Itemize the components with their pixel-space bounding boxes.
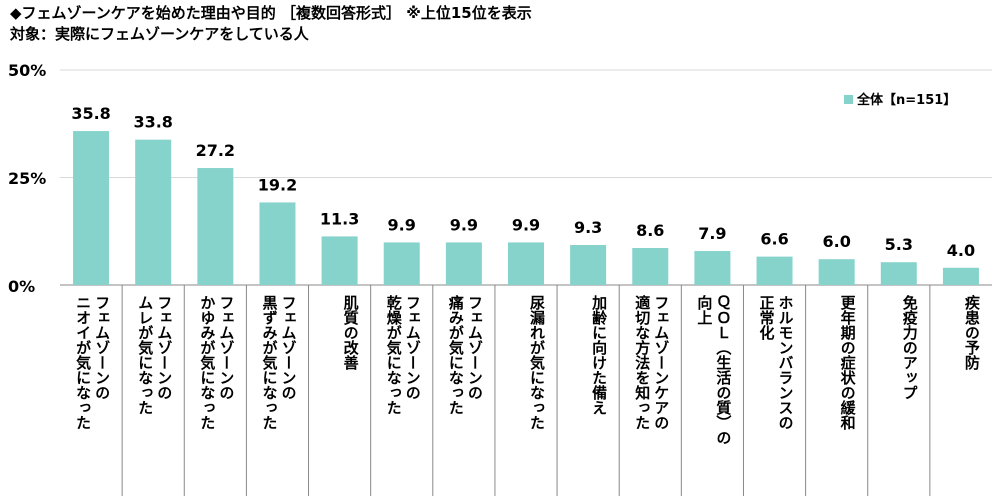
y-tick-label: 50% [8, 61, 46, 80]
value-label: 9.3 [574, 218, 602, 237]
bar [197, 168, 234, 285]
category-label: ＱＯＬ（生活の質）の 向上 [695, 295, 733, 445]
category-label: フェムゾーンの ニオイが気になった [74, 295, 112, 430]
value-labels: 35.8 33.8 27.2 19.2 11.3 9.9 9.9 9.9 9.3 8.6 7.9 6.… [71, 104, 975, 260]
bars [73, 131, 979, 285]
category-label: 免疫力のアップ [900, 295, 919, 400]
chart-title: ◆フェムゾーンケアを始めた理由や目的 ［複数回答形式］ ※上位15位を表示 [10, 4, 532, 22]
value-label: 9.9 [450, 215, 478, 234]
bar [508, 242, 544, 285]
bar [942, 267, 979, 285]
bar [880, 262, 917, 285]
chart-subtitle: 対象：実際にフェムゾーンケアをしている人 [10, 25, 309, 43]
category-separators [121, 285, 931, 496]
bar [632, 248, 669, 285]
category-label: 加齢に向けた備え [590, 295, 609, 415]
bar [445, 242, 482, 285]
category-label: フェムゾーンの 乾燥が気になった [384, 295, 422, 415]
legend-swatch [844, 95, 853, 104]
bar [73, 131, 110, 285]
bar [321, 236, 358, 285]
legend: 全体【n=151】 [844, 92, 956, 108]
value-label: 8.6 [636, 221, 664, 240]
category-label: 更年期の症状の緩和 [838, 295, 857, 430]
value-label: 27.2 [196, 141, 235, 160]
y-axis-ticks: 50% 25% 0% [8, 61, 46, 296]
category-label: フェムゾーンの ムレが気になった [136, 295, 174, 415]
value-label: 4.0 [947, 241, 975, 260]
value-label: 35.8 [71, 104, 110, 123]
value-label: 9.9 [388, 215, 416, 234]
category-label: ホルモンバランスの 正常化 [757, 295, 795, 430]
category-label: フェムゾーンケアの 適切な方法を知った [633, 295, 671, 430]
category-label: フェムゾーンの かゆみが気になった [198, 295, 236, 430]
value-label: 33.8 [133, 113, 172, 132]
bar [818, 259, 855, 285]
category-label: 尿漏れが気になった [528, 295, 546, 430]
bar [259, 202, 296, 285]
bar [383, 242, 420, 285]
value-label: 6.6 [760, 230, 788, 249]
bar [756, 256, 793, 285]
value-label: 7.9 [698, 224, 726, 243]
bar [570, 245, 607, 285]
value-label: 19.2 [258, 175, 297, 194]
legend-label: 全体【n=151】 [856, 92, 956, 108]
y-tick-label: 0% [8, 277, 35, 296]
category-label: フェムゾーンの 黒ずみが気になった [260, 295, 298, 430]
bar [135, 139, 172, 285]
category-label: フェムゾーンの 痛みが気になった [446, 295, 484, 415]
value-label: 5.3 [885, 235, 913, 254]
value-label: 9.9 [512, 215, 540, 234]
value-label: 11.3 [320, 209, 359, 228]
bar [694, 251, 731, 285]
y-tick-label: 25% [8, 169, 46, 188]
category-label: 肌質の改善 [341, 295, 360, 370]
value-label: 6.0 [822, 232, 850, 251]
category-label: 疾患の予防 [962, 295, 981, 370]
